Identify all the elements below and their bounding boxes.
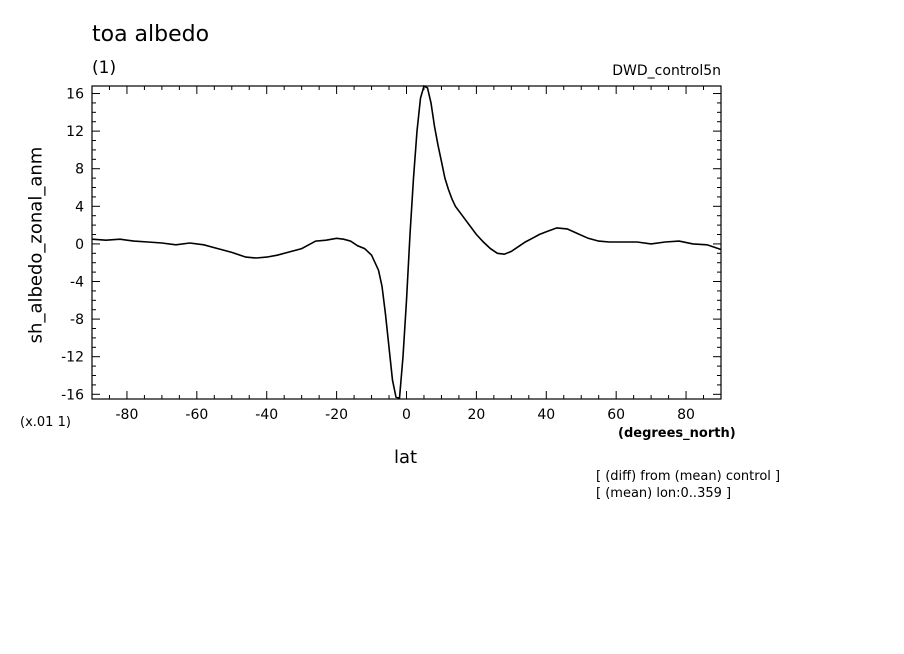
y-tick-label: 8	[75, 162, 84, 178]
chart-title: toa albedo	[92, 22, 210, 47]
y-tick-label: 12	[66, 124, 84, 140]
y-tick-label: -12	[61, 350, 84, 366]
x-tick-label: 20	[467, 407, 485, 423]
y-tick-label: -4	[70, 275, 84, 291]
x-tick-label: 80	[677, 407, 695, 423]
y-tick-label: 0	[75, 237, 84, 253]
diff-note: [ (diff) from (mean) control ]	[596, 469, 781, 484]
x-tick-label: -80	[116, 407, 139, 423]
y-tick-label: 16	[66, 87, 84, 103]
y-tick-label: 4	[75, 199, 84, 215]
x-tick-label: 0	[402, 407, 411, 423]
x-tick-label: -60	[185, 407, 208, 423]
units-label: (1)	[92, 58, 117, 78]
run-name-label: DWD_control5n	[612, 63, 721, 79]
y-tick-label: -16	[61, 387, 84, 403]
x-tick-label: -40	[255, 407, 278, 423]
x-tick-label: 40	[537, 407, 555, 423]
x-units-label: (degrees_north)	[618, 426, 736, 441]
mean-note: [ (mean) lon:0..359 ]	[596, 486, 732, 501]
x-tick-label: -20	[325, 407, 348, 423]
x-tick-label: 60	[607, 407, 625, 423]
series-line	[91, 84, 722, 400]
tick-marks	[91, 86, 722, 399]
y-tick-label: -8	[70, 312, 84, 328]
x-axis-label: lat	[394, 447, 418, 468]
scale-note: (x.01 1)	[20, 415, 71, 430]
